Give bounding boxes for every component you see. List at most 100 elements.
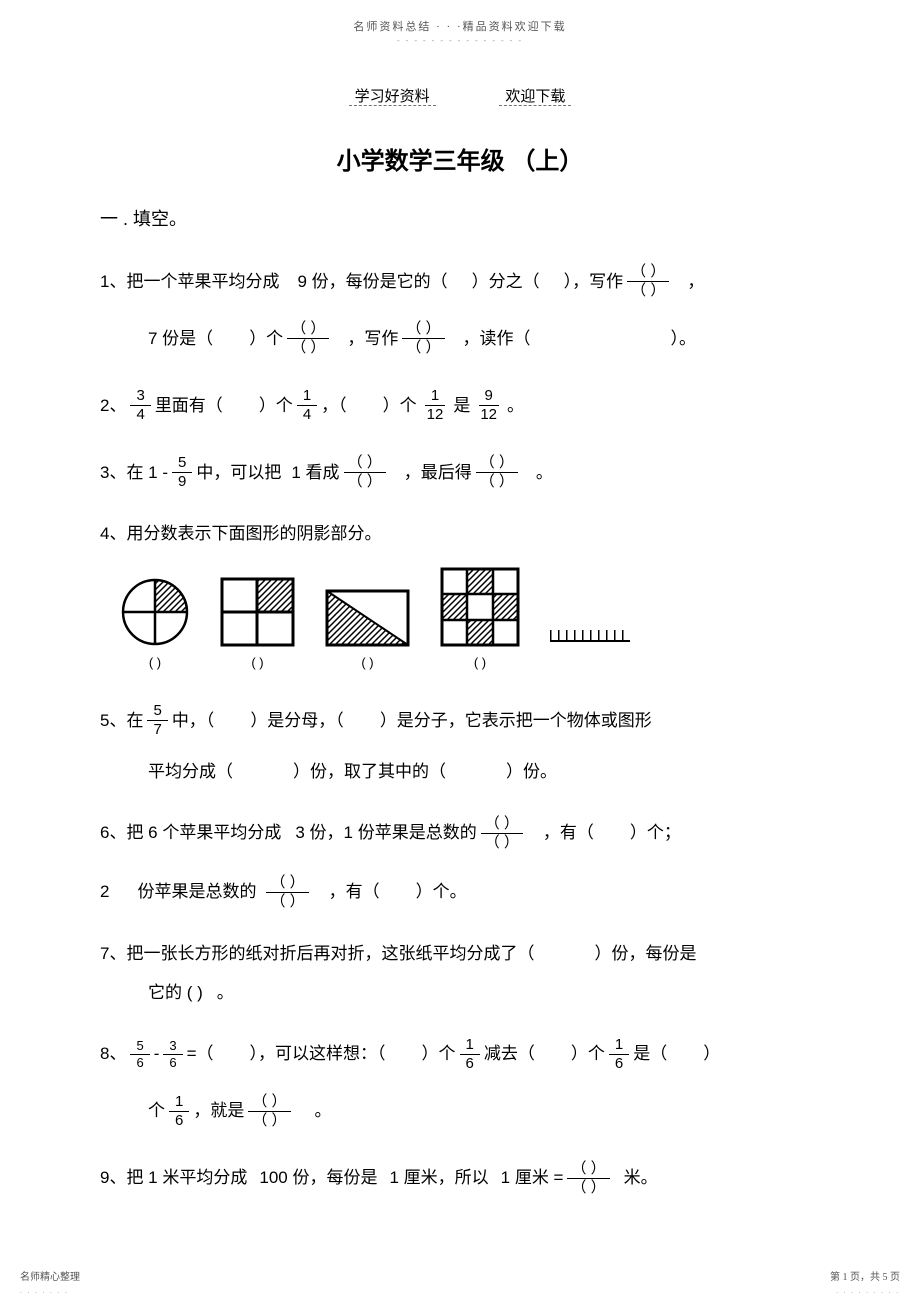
q8-text: 。 xyxy=(315,1098,332,1124)
q5-text: ）份，取了其中的（ xyxy=(293,759,446,785)
fraction-1-6: 16 xyxy=(609,1036,629,1073)
blank-fraction: （ ） （ ） xyxy=(402,320,444,357)
q3-text: ，最后得 xyxy=(404,460,472,486)
q6-text: 3 份，1 份苹果是总数的 xyxy=(295,820,476,846)
question-5: 5、在 57 中，（ ）是分母，（ ）是分子，它表示把一个物体或图形 xyxy=(100,702,820,739)
blank-fraction: （ ） （ ） xyxy=(248,1093,290,1130)
q2-text: 2、 xyxy=(100,393,126,419)
grid-3x3-icon xyxy=(440,567,520,647)
question-6-line2: 2 份苹果是总数的 （ ） （ ） ，有（ ）个。 xyxy=(100,874,820,911)
fraction-5-7: 57 xyxy=(147,702,167,739)
q2-text: ）个 xyxy=(383,393,417,419)
figure-label: ( ) xyxy=(149,653,161,673)
blank-fraction: （ ） （ ） xyxy=(344,454,386,491)
q3-text: 1 看成 xyxy=(291,460,339,486)
q1-text: ， xyxy=(687,269,704,295)
question-8: 8、 56 - 36 =（ ），可以这样想：（ ）个 16 减去（ ）个 16 … xyxy=(100,1036,820,1073)
q2-text: ）个 xyxy=(259,393,293,419)
blank-fraction: （ ） （ ） xyxy=(476,454,518,491)
question-7: 7、把一张长方形的纸对折后再对折，这张纸平均分成了（ ）份，每份是 xyxy=(100,941,820,967)
q6-text: 6、把 6 个苹果平均分成 xyxy=(100,820,281,846)
q8-text: 8、 xyxy=(100,1041,126,1067)
content: 一 . 填空。 1、把一个苹果平均分成 9 份，每份是它的（ ）分之（ ），写作… xyxy=(0,206,920,1197)
q4-text: 4、用分数表示下面图形的阴影部分。 xyxy=(100,521,381,547)
sub-header: 学习好资料 欢迎下载 xyxy=(0,85,920,106)
q5-text: 平均分成（ xyxy=(148,759,233,785)
q1-text: ），写作 xyxy=(564,269,624,295)
blank-fraction: （ ） （ ） xyxy=(481,815,523,852)
footer-left: 名师精心整理 xyxy=(20,1268,80,1283)
q5-text: ）是分母，（ xyxy=(250,708,344,734)
question-1-line2: 7 份是（ ）个 （ ） （ ） ，写作 （ ） （ ） ，读作（ ）。 xyxy=(148,320,820,357)
q1-text: 9 份，每份是它的（ xyxy=(297,269,447,295)
fraction-1-12: 112 xyxy=(421,387,450,424)
q8-text: 减去（ xyxy=(484,1041,535,1067)
question-3: 3、在 1 - 59 中，可以把 1 看成 （ ） （ ） ，最后得 （ ） （… xyxy=(100,454,820,491)
circle-quarters-icon xyxy=(120,577,190,647)
fraction-1-4: 14 xyxy=(297,387,317,424)
figure-grid-3x3: ( ) xyxy=(440,567,520,673)
q8-text: 个 xyxy=(148,1098,165,1124)
q9-text: 1 厘米 = xyxy=(501,1165,564,1191)
q7-text: 7、把一张长方形的纸对折后再对折，这张纸平均分成了（ xyxy=(100,941,534,967)
question-6: 6、把 6 个苹果平均分成 3 份，1 份苹果是总数的 （ ） （ ） ，有（ … xyxy=(100,815,820,852)
sub-header-left: 学习好资料 xyxy=(349,89,436,106)
blank-fraction: （ ） （ ） xyxy=(627,263,669,300)
question-7-line2: 它的 ( ) 。 xyxy=(148,980,820,1006)
question-2: 2、 34 里面有（ ）个 14 ，（ ）个 112 是 912 。 xyxy=(100,387,820,424)
fraction-1-6: 16 xyxy=(169,1093,189,1130)
q5-text: ）份。 xyxy=(506,759,557,785)
figure-label: ( ) xyxy=(361,653,373,673)
figure-label: ( ) xyxy=(251,653,263,673)
question-4: 4、用分数表示下面图形的阴影部分。 xyxy=(100,521,820,547)
q7-text: ）份，每份是 xyxy=(594,941,696,967)
top-dots: - - - - - - - - - - - - - - - xyxy=(0,36,920,45)
q1-text: ，写作 xyxy=(347,326,398,352)
q6-text: 2 xyxy=(100,879,109,905)
page-title: 小学数学三年级 （上） xyxy=(0,141,920,176)
q2-text: 。 xyxy=(507,393,524,419)
q9-text: 1 厘米，所以 xyxy=(389,1165,488,1191)
q3-text: 3、在 1 - xyxy=(100,460,168,486)
blank-fraction: （ ） （ ） xyxy=(266,874,308,911)
q8-text: ），可以这样想：（ xyxy=(250,1041,386,1067)
page-footer: 名师精心整理 第 1 页，共 5 页 xyxy=(0,1268,920,1283)
q1-text: 7 份是（ xyxy=(148,326,213,352)
q2-text: ，（ xyxy=(321,393,347,419)
q4-figures: ( ) ( ) ( ) xyxy=(120,567,820,673)
q3-text: 中，可以把 xyxy=(196,460,281,486)
figure-label: ( ) xyxy=(474,653,486,673)
q6-text: ，有（ xyxy=(543,820,594,846)
figure-ruler xyxy=(550,627,630,672)
sub-header-right: 欢迎下载 xyxy=(499,89,571,106)
q8-text: ）个 xyxy=(571,1041,605,1067)
question-9: 9、把 1 米平均分成 100 份，每份是 1 厘米，所以 1 厘米 = （ ）… xyxy=(100,1160,820,1197)
q6-text: ）个。 xyxy=(416,879,467,905)
footer-dots-left: . . . . . . . xyxy=(20,1287,69,1295)
section-1-head: 一 . 填空。 xyxy=(100,206,820,233)
q1-text: ）分之（ xyxy=(472,269,540,295)
q1-text: 1、把一个苹果平均分成 xyxy=(100,269,279,295)
q9-text: 9、把 1 米平均分成 xyxy=(100,1165,247,1191)
q8-text: ） xyxy=(703,1041,720,1067)
footer-right: 第 1 页，共 5 页 xyxy=(830,1268,900,1283)
q7-text: 。 xyxy=(217,980,234,1006)
q8-text: ）个 xyxy=(422,1041,456,1067)
q7-text: 它的 ( ) xyxy=(148,980,203,1006)
figure-circle: ( ) xyxy=(120,577,190,673)
q5-text: 5、在 xyxy=(100,708,143,734)
top-header: 名师资料总结 · · ·精品资料欢迎下载 xyxy=(0,0,920,34)
q1-text: ，读作（ xyxy=(463,326,531,352)
q8-text: 是（ xyxy=(633,1041,667,1067)
figure-grid-2x2: ( ) xyxy=(220,577,295,673)
q3-text: 。 xyxy=(536,460,553,486)
blank-fraction: （ ） （ ） xyxy=(287,320,329,357)
q8-text: - xyxy=(154,1041,160,1067)
footer-dots: . . . . . . . . . . . . . . . . xyxy=(0,1287,920,1295)
footer-dots-right: . . . . . . . . . xyxy=(836,1287,900,1295)
q6-text: 份苹果是总数的 xyxy=(137,879,256,905)
blank-fraction: （ ） （ ） xyxy=(567,1160,609,1197)
q8-text: ，就是 xyxy=(193,1098,244,1124)
question-8-line2: 个 16 ，就是 （ ） （ ） 。 xyxy=(148,1093,820,1130)
question-5-line2: 平均分成（ ）份，取了其中的（ ）份。 xyxy=(148,759,820,785)
